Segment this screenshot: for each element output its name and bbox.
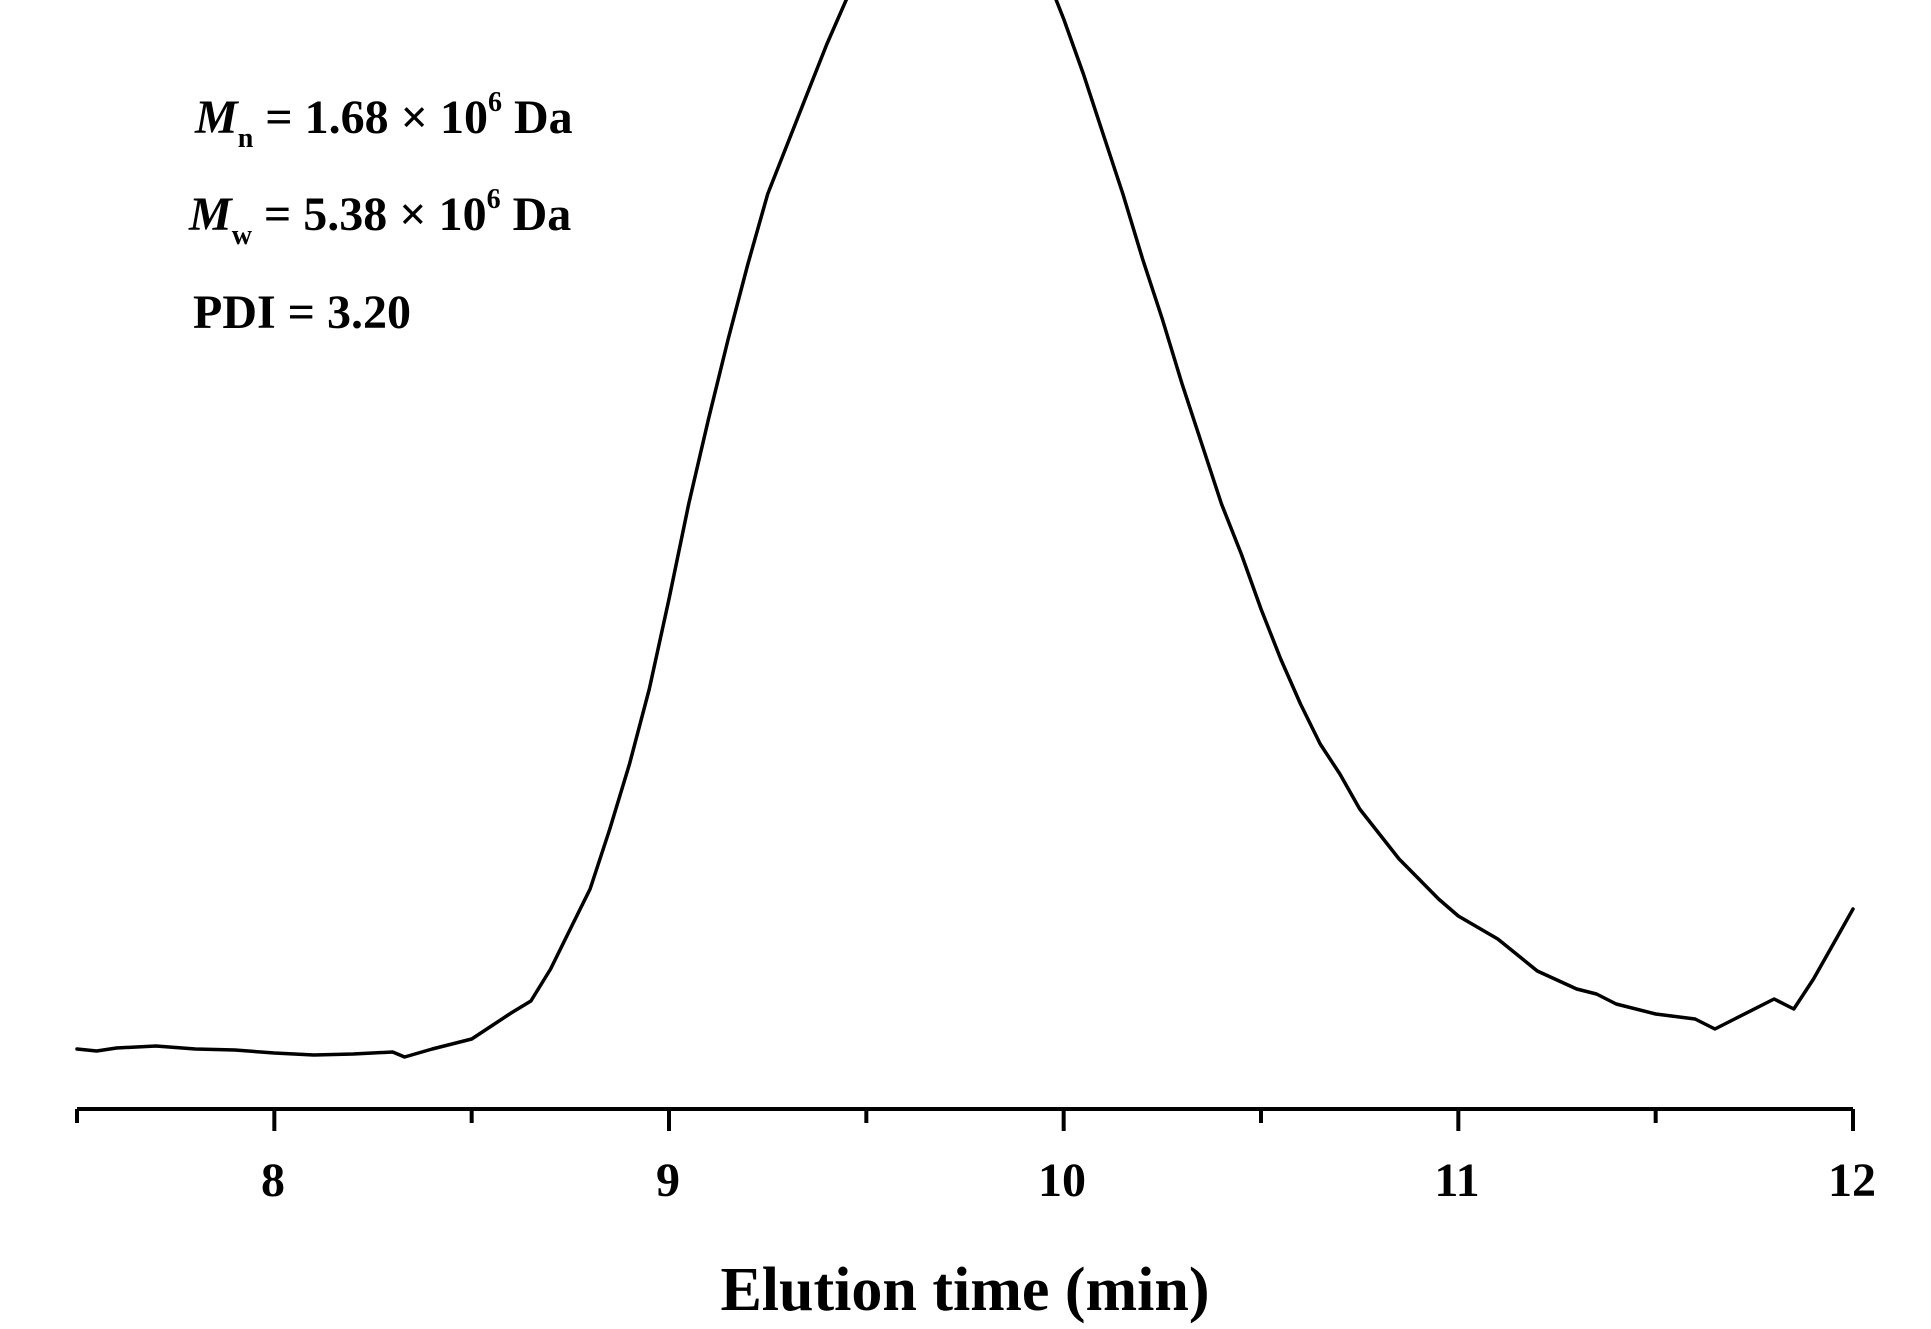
annotation-mn-exponent: 6 (488, 87, 502, 118)
annotation-mw-symbol: M (188, 188, 234, 241)
tick-label-10: 10 (1038, 1154, 1086, 1207)
x-axis-title: Elution time (min) (720, 1256, 1209, 1324)
annotation-mn-symbol: M (194, 91, 240, 144)
annotation-mn-subscript: n (238, 123, 254, 154)
annotation-mw-text: = 5.38 × 10 (252, 188, 487, 241)
tick-label-12: 12 (1828, 1154, 1876, 1207)
tick-label-9: 9 (656, 1154, 680, 1207)
annotation-pdi: PDI = 3.20 (193, 286, 411, 339)
annotation-mw-unit: Da (501, 188, 572, 241)
x-axis-ticks (75, 1109, 1855, 1131)
annotation-mn-unit: Da (502, 91, 573, 144)
annotation-mw-subscript: w (232, 220, 253, 251)
annotation-mw-exponent: 6 (487, 184, 501, 215)
tick-label-8: 8 (261, 1154, 285, 1207)
annotation-mn: Mn = 1.68 × 106 Da (194, 87, 573, 154)
annotation-mw: Mw = 5.38 × 106 Da (188, 184, 571, 251)
annotation-mn-text: = 1.68 × 10 (253, 91, 488, 144)
tick-label-11: 11 (1434, 1154, 1479, 1207)
series-line-gpc-trace (75, 0, 1855, 1059)
